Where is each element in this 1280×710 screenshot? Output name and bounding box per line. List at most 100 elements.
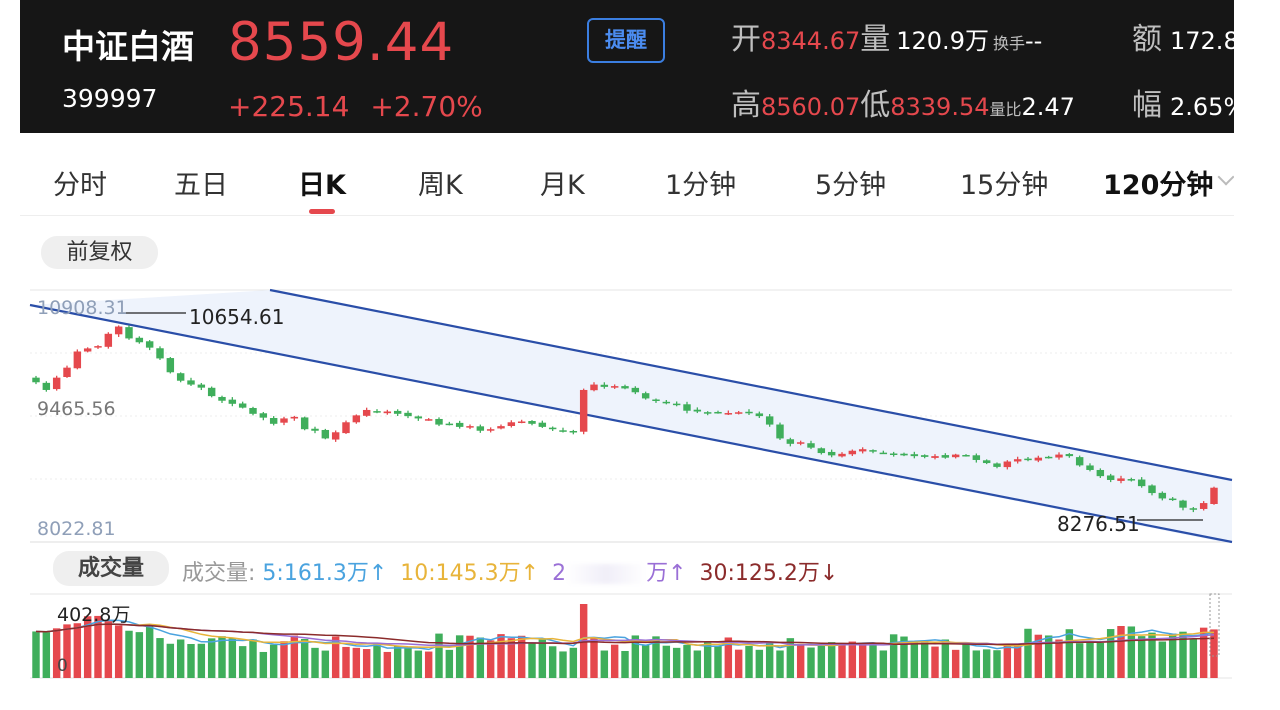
volume-bar [63,624,71,678]
volume-bar [94,615,102,678]
volume-bar [135,632,144,678]
tab-monthly-k[interactable]: 月K [540,170,585,201]
candle-body [249,407,257,414]
candle-body [1189,508,1198,510]
candle-body [1075,457,1084,466]
candle-body [879,452,888,455]
tab-five-day[interactable]: 五日 [174,170,228,201]
volume-bar [1158,641,1167,678]
open-value: 8344.67 [761,27,861,55]
tab-1min[interactable]: 1分钟 [665,170,737,201]
volume-bar [342,646,350,678]
candle-body [218,396,226,401]
volume-bar [466,635,474,678]
candle-body [104,333,113,347]
candle-body [569,430,578,433]
stat-row-2: 高8560.07低8339.54量比2.47 [731,80,1075,124]
candle-body [786,439,795,444]
tab-15min[interactable]: 15分钟 [960,170,1049,201]
channel-lower-line [29,303,1233,544]
candle-body [621,386,629,389]
tab-daily-k[interactable]: 日K [298,170,346,201]
turnover-value: -- [1024,27,1043,55]
volume-zero-label: 0 [57,656,68,676]
remind-button[interactable]: 提醒 [587,18,665,63]
adjust-button[interactable]: 前复权 [41,236,158,269]
channel-fill [30,290,1232,542]
volume-bar [32,631,40,678]
candle-body [373,411,381,413]
volume-bar [362,649,371,678]
volume-bars [32,604,1218,678]
candle-body [796,442,805,444]
volume-bar [548,646,557,678]
candle-body [1168,498,1177,501]
crosshair-box [1209,593,1220,657]
candle-body [424,419,433,421]
volume-bar [42,632,51,678]
tab-intraday[interactable]: 分时 [53,170,107,201]
tab-120min[interactable]: 120分钟 [1103,170,1214,201]
candle-body [114,326,123,335]
candle-body [972,455,981,460]
tab-weekly-k[interactable]: 周K [418,170,463,201]
volume-bar [331,636,340,678]
candle-body [1137,479,1146,487]
volume-bar [652,636,660,678]
current-price: 8559.44 [228,12,455,73]
candle-body [1117,478,1125,481]
volume-indicator-button[interactable]: 成交量 [53,551,169,586]
volume-bar [352,647,361,678]
volume-bar [1065,629,1074,678]
volume-legend-prefix: 成交量: [182,561,256,586]
volume-bar [1075,643,1084,678]
volume-bar [910,641,919,678]
volume-bar [1055,639,1063,678]
volume-bar [280,641,288,678]
candle-body [73,351,82,369]
volume-bar [1086,642,1094,678]
candle-body [528,420,536,424]
volume-bar [559,651,567,678]
candle-body [610,386,619,388]
candle-body [466,426,474,428]
candle-body [548,427,557,430]
volume-bar [1148,632,1156,678]
right-margin [1234,0,1280,710]
volume-bar [889,634,898,678]
volume-bar [156,638,164,678]
volume-bar [52,628,61,678]
turnover-label: 换手 [992,34,1025,53]
candle-body [176,373,185,381]
candle-body [817,448,826,454]
volume-bar [1189,638,1198,678]
volume-bar [497,634,505,678]
amount-stat: 额 172.8 [1132,14,1234,58]
index-name: 中证白酒 [62,27,194,66]
volume-bar [600,650,609,678]
volume-bar [693,650,702,678]
candle-body [383,411,392,414]
vol-ratio-label: 量比 [989,100,1022,119]
candle-body [300,417,309,430]
volume-bar [321,650,330,678]
open-label: 开 [731,22,761,57]
volume-bar [269,644,278,678]
index-code: 399997 [62,84,158,113]
candle-body [238,403,247,408]
price-change: +225.14 +2.70% [228,90,483,123]
candle-body [662,401,671,404]
candle-body [920,455,929,457]
volume-bar [393,645,402,678]
candle-body [342,422,350,434]
candle-body [858,449,867,452]
volume-bar [528,643,536,678]
candle-body [362,409,371,416]
tab-5min[interactable]: 5分钟 [815,170,887,201]
candle-body [507,422,516,426]
volume-bar [724,637,733,678]
candle-body [125,327,133,339]
candle-body [1199,503,1208,509]
volume-bar [838,643,846,678]
